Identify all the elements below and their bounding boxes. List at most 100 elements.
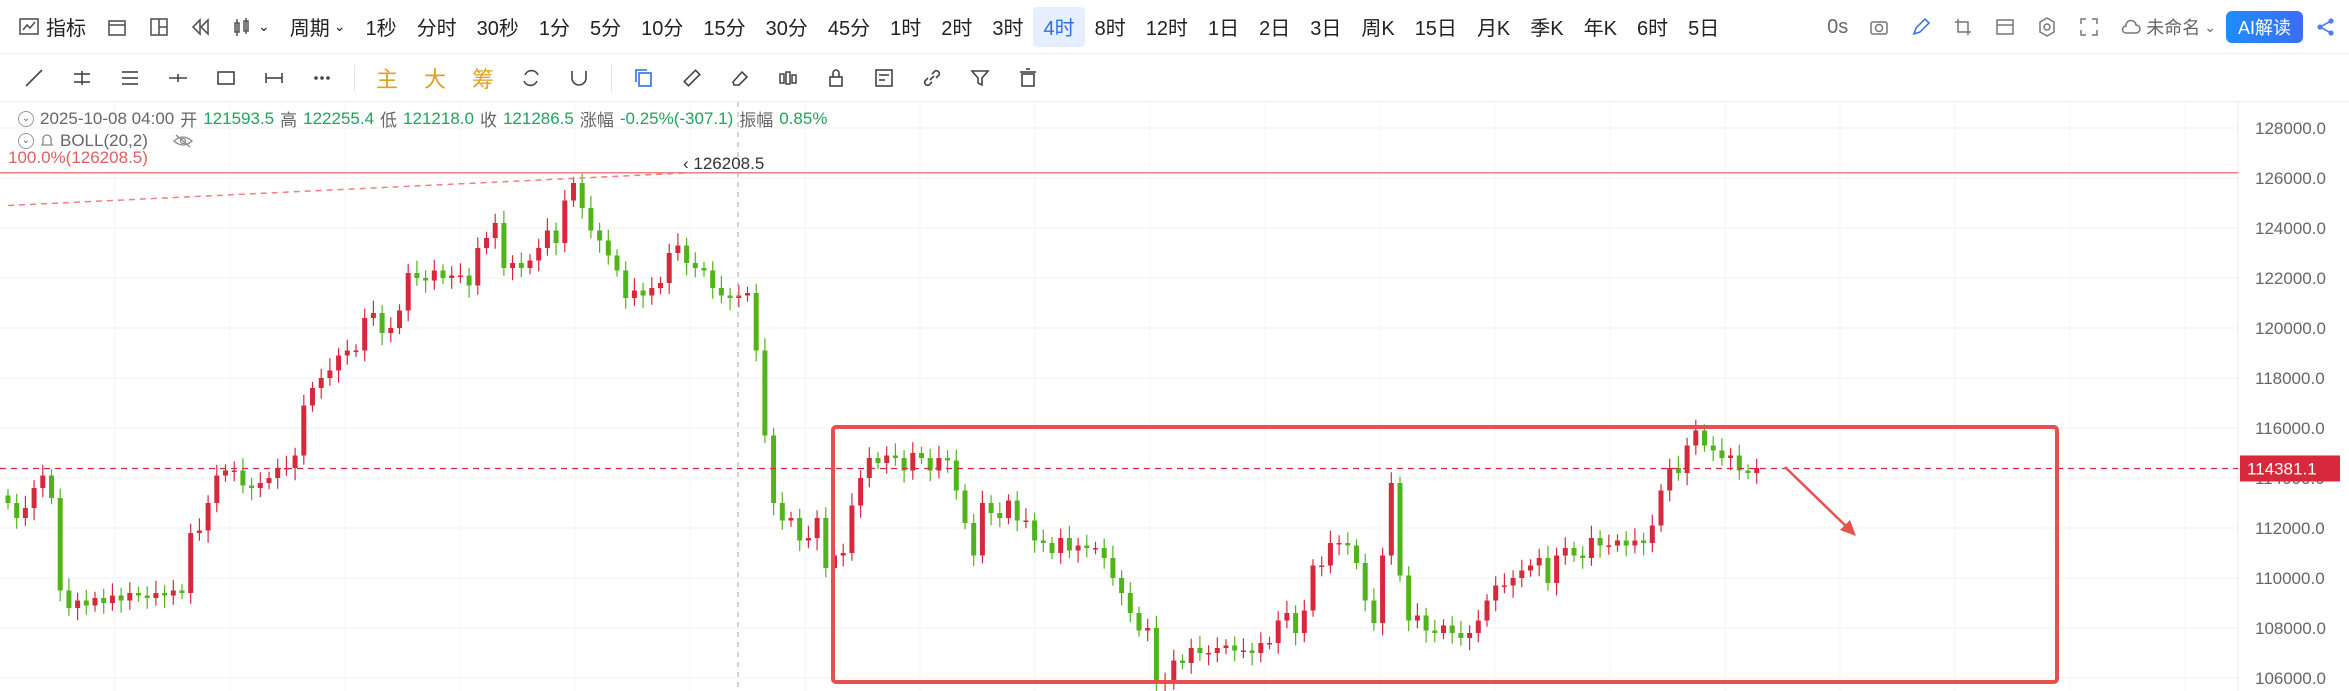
template-button[interactable] [1984, 7, 2026, 47]
lock-icon [829, 68, 843, 87]
price-chart[interactable]: 106000.0108000.0110000.0112000.0114000.0… [0, 102, 2349, 691]
main-force-tool[interactable]: 主 [375, 66, 398, 92]
ai-interpret-button[interactable]: AI解读 [2225, 11, 2303, 43]
range-box[interactable] [831, 425, 2059, 684]
share-button[interactable] [2313, 7, 2349, 47]
period-8[interactable]: 45分 [827, 18, 871, 40]
candle [1171, 660, 1177, 681]
delete-tool[interactable] [1004, 58, 1052, 98]
low-label: 低 [380, 111, 398, 130]
period-2[interactable]: 30秒 [476, 18, 519, 40]
period-16[interactable]: 2日 [1259, 18, 1291, 40]
candle [231, 470, 237, 472]
measure-tool[interactable] [250, 58, 298, 98]
magnet-tool[interactable] [555, 58, 603, 98]
lock-tool[interactable] [812, 58, 860, 98]
period-24[interactable]: 5日 [1688, 18, 1720, 40]
eraser-icon [732, 70, 749, 86]
chart-type-button[interactable]: ⌄ [222, 7, 280, 47]
filter-tool[interactable] [956, 58, 1004, 98]
candle [979, 503, 985, 556]
settings-button[interactable] [2026, 7, 2068, 47]
more-tools[interactable] [298, 58, 346, 98]
candle [1397, 483, 1403, 576]
candle [858, 478, 864, 506]
ruler-tool[interactable] [668, 58, 716, 98]
cloud-icon [2122, 19, 2141, 34]
period-19[interactable]: 15日 [1414, 18, 1457, 40]
candle [14, 503, 20, 518]
eraser-tool[interactable] [716, 58, 764, 98]
candle [1754, 468, 1760, 473]
note-tool[interactable] [860, 58, 908, 98]
period-17[interactable]: 3日 [1310, 18, 1342, 40]
period-23[interactable]: 6时 [1636, 18, 1669, 40]
candle [1449, 625, 1455, 633]
calendar-button[interactable] [96, 7, 138, 47]
camera-button[interactable] [1858, 7, 1900, 47]
period-list: 1秒 分时 30秒 1分 5分 10分 15分 30分 45分 1时 2时 3时 4时 8时 12时 1日 2日… [355, 6, 1729, 47]
collapse-icon[interactable]: ⌄ [18, 133, 34, 149]
copy-tool[interactable] [620, 58, 668, 98]
period-20[interactable]: 月K [1476, 18, 1511, 40]
candle [997, 513, 1003, 518]
fullscreen-button[interactable] [2068, 7, 2110, 47]
collapse-icon[interactable]: ⌄ [18, 110, 34, 127]
crop-button[interactable] [1942, 7, 1984, 47]
candle [75, 600, 81, 608]
indicator-button[interactable]: 指标 [0, 7, 96, 47]
layout-name-dropdown[interactable]: 未命名 ⌄ [2110, 7, 2226, 47]
period-7[interactable]: 30分 [765, 18, 808, 40]
zero-seconds[interactable]: 0s [1827, 15, 1849, 38]
big-order-tool[interactable]: 大 [423, 66, 446, 92]
fib-tool[interactable] [106, 58, 154, 98]
link-tool[interactable] [908, 58, 956, 98]
draw-button[interactable] [1900, 7, 1942, 47]
period-5[interactable]: 10分 [641, 18, 684, 40]
candle [179, 590, 185, 593]
layout-button[interactable] [138, 7, 180, 47]
change-value: -0.25%(-307.1) [619, 108, 734, 128]
period-3[interactable]: 1分 [538, 18, 570, 40]
period-13[interactable]: 8时 [1094, 18, 1126, 40]
candle [1327, 543, 1333, 566]
magnet-icon [571, 70, 587, 86]
period-11[interactable]: 3时 [992, 18, 1024, 40]
period-1[interactable]: 分时 [416, 18, 457, 40]
period-18[interactable]: 周K [1361, 18, 1395, 40]
trendline-tool[interactable] [10, 58, 58, 98]
candle-tool[interactable] [764, 58, 812, 98]
period-0[interactable]: 1秒 [365, 18, 397, 40]
candle [1484, 600, 1490, 621]
rectangle-tool[interactable] [202, 58, 250, 98]
period-22[interactable]: 年K [1583, 18, 1617, 40]
period-10[interactable]: 2时 [941, 18, 973, 40]
horizontal-line-tool[interactable] [154, 58, 202, 98]
candle [1623, 540, 1629, 546]
y-tick-label: 116000.0 [2255, 419, 2325, 438]
bell-icon [40, 134, 54, 146]
candle [1423, 615, 1429, 631]
eye-off-icon[interactable] [172, 133, 194, 149]
period-14[interactable]: 12时 [1145, 18, 1188, 40]
period-4[interactable]: 5分 [589, 18, 622, 40]
period-21[interactable]: 季K [1530, 18, 1564, 40]
candle [362, 318, 368, 351]
period-15[interactable]: 1日 [1207, 18, 1240, 40]
indicator-row: ⌄ BOLL(20,2) [18, 131, 194, 151]
camera-icon [1870, 21, 1888, 35]
chip-tool[interactable]: 筹 [471, 66, 494, 92]
candle [49, 475, 54, 498]
candle [1702, 430, 1707, 446]
period-9[interactable]: 1时 [890, 18, 922, 40]
candle [1580, 555, 1586, 558]
parallel-tool[interactable] [58, 58, 106, 98]
candle [66, 590, 72, 608]
indicator-name[interactable]: BOLL(20,2) [60, 131, 148, 150]
sync-tool[interactable] [507, 58, 555, 98]
period-12[interactable]: 4时 [1033, 6, 1085, 47]
period-6[interactable]: 15分 [703, 18, 746, 40]
replay-button[interactable] [180, 7, 222, 47]
candle [1119, 578, 1125, 593]
period-dropdown[interactable]: 周期 ⌄ [280, 7, 356, 47]
